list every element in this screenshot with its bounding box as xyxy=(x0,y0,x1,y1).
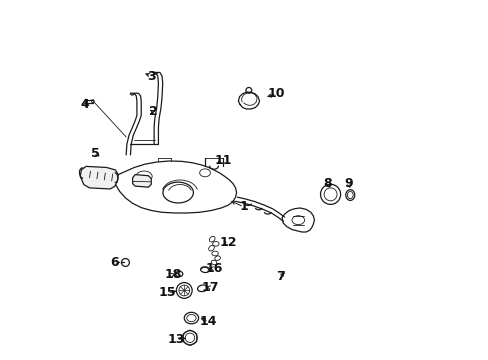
Polygon shape xyxy=(80,166,118,189)
Polygon shape xyxy=(112,161,236,213)
Text: 3: 3 xyxy=(147,69,155,82)
Polygon shape xyxy=(132,175,151,187)
Text: 1: 1 xyxy=(239,201,247,213)
Text: 17: 17 xyxy=(201,281,219,294)
Text: 18: 18 xyxy=(164,268,181,281)
Text: 10: 10 xyxy=(267,87,285,100)
Text: 13: 13 xyxy=(167,333,184,346)
Text: 16: 16 xyxy=(205,262,222,275)
Text: 14: 14 xyxy=(200,315,217,328)
Text: 6: 6 xyxy=(110,256,119,269)
Text: 2: 2 xyxy=(148,105,157,118)
Polygon shape xyxy=(282,208,314,232)
Text: 9: 9 xyxy=(344,177,352,190)
Text: 12: 12 xyxy=(219,236,237,249)
Text: 15: 15 xyxy=(158,287,176,300)
Text: 4: 4 xyxy=(81,98,89,111)
Text: 11: 11 xyxy=(214,154,231,167)
Text: 7: 7 xyxy=(275,270,284,283)
Text: 5: 5 xyxy=(91,147,100,159)
Text: 8: 8 xyxy=(323,177,332,190)
